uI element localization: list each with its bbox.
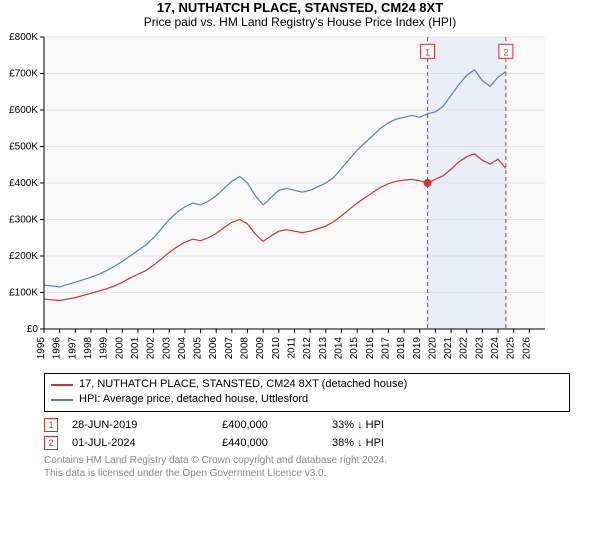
- svg-text:2001: 2001: [130, 337, 141, 360]
- legend-swatch: [51, 399, 73, 401]
- annotation-date: 01-JUL-2024: [72, 437, 222, 449]
- svg-text:2015: 2015: [349, 337, 360, 360]
- legend-label: 17, NUTHATCH PLACE, STANSTED, CM24 8XT (…: [79, 377, 407, 392]
- svg-text:£200K: £200K: [9, 251, 38, 262]
- svg-text:£600K: £600K: [9, 105, 38, 116]
- svg-text:2018: 2018: [396, 337, 407, 360]
- svg-text:2005: 2005: [193, 337, 204, 360]
- svg-text:2012: 2012: [302, 337, 313, 360]
- svg-text:2007: 2007: [224, 337, 235, 360]
- chart-title: 17, NUTHATCH PLACE, STANSTED, CM24 8XT: [0, 0, 600, 15]
- annotation-marker: 1: [44, 418, 58, 432]
- svg-text:2008: 2008: [240, 337, 251, 360]
- annotation-marker: 2: [44, 436, 58, 450]
- svg-text:2009: 2009: [255, 337, 266, 360]
- legend-item: HPI: Average price, detached house, Uttl…: [51, 392, 563, 407]
- annotation-row: 1 28-JUN-2019 £400,000 33% ↓ HPI: [44, 418, 570, 432]
- svg-text:2004: 2004: [177, 337, 188, 360]
- svg-text:2022: 2022: [459, 337, 470, 360]
- footnote-line: This data is licensed under the Open Gov…: [44, 467, 570, 480]
- svg-text:2017: 2017: [380, 337, 391, 360]
- svg-text:2024: 2024: [490, 337, 501, 360]
- svg-text:2019: 2019: [412, 337, 423, 360]
- svg-text:2006: 2006: [208, 337, 219, 360]
- svg-text:2002: 2002: [146, 337, 157, 360]
- svg-text:2021: 2021: [443, 337, 454, 360]
- svg-text:1996: 1996: [52, 337, 63, 360]
- svg-text:£400K: £400K: [9, 178, 38, 189]
- svg-text:2023: 2023: [474, 337, 485, 360]
- footnote-line: Contains HM Land Registry data © Crown c…: [44, 454, 570, 467]
- svg-text:1995: 1995: [36, 337, 47, 360]
- svg-text:2000: 2000: [114, 337, 125, 360]
- svg-text:£300K: £300K: [9, 215, 38, 226]
- annotation-diff: 38% ↓ HPI: [332, 437, 384, 449]
- legend-swatch: [51, 384, 73, 386]
- annotation-row: 2 01-JUL-2024 £440,000 38% ↓ HPI: [44, 436, 570, 450]
- svg-text:1: 1: [425, 47, 430, 57]
- svg-text:2026: 2026: [521, 337, 532, 360]
- svg-text:1999: 1999: [99, 337, 110, 360]
- svg-text:£0: £0: [27, 324, 39, 335]
- svg-text:2003: 2003: [161, 337, 172, 360]
- svg-text:2014: 2014: [333, 337, 344, 360]
- legend: 17, NUTHATCH PLACE, STANSTED, CM24 8XT (…: [44, 373, 570, 412]
- svg-text:2011: 2011: [287, 337, 298, 359]
- svg-text:2: 2: [503, 47, 508, 57]
- svg-text:1997: 1997: [67, 337, 78, 360]
- line-chart-svg: 1 2 £0 £100K £200K £300K £400K £500K £600K £700K £…: [0, 29, 555, 369]
- legend-label: HPI: Average price, detached house, Uttl…: [79, 392, 308, 407]
- annotation-date: 28-JUN-2019: [72, 419, 222, 431]
- chart-area: 1 2 £0 £100K £200K £300K £400K £500K £600K £700K £…: [0, 29, 600, 369]
- footnote: Contains HM Land Registry data © Crown c…: [44, 454, 570, 480]
- svg-text:2025: 2025: [506, 337, 517, 360]
- svg-text:2016: 2016: [365, 337, 376, 360]
- svg-text:2020: 2020: [427, 337, 438, 360]
- svg-text:£800K: £800K: [9, 32, 38, 43]
- annotation-table: 1 28-JUN-2019 £400,000 33% ↓ HPI 2 01-JU…: [44, 418, 570, 450]
- svg-text:£500K: £500K: [9, 142, 38, 153]
- legend-item: 17, NUTHATCH PLACE, STANSTED, CM24 8XT (…: [51, 377, 563, 392]
- annotation-price: £400,000: [222, 419, 332, 431]
- svg-text:2013: 2013: [318, 337, 329, 360]
- svg-text:£700K: £700K: [9, 69, 38, 80]
- svg-text:£100K: £100K: [9, 288, 38, 299]
- svg-text:1998: 1998: [83, 337, 94, 360]
- annotation-price: £440,000: [222, 437, 332, 449]
- annotation-diff: 33% ↓ HPI: [332, 419, 384, 431]
- svg-text:2010: 2010: [271, 337, 282, 360]
- chart-subtitle: Price paid vs. HM Land Registry's House …: [0, 15, 600, 29]
